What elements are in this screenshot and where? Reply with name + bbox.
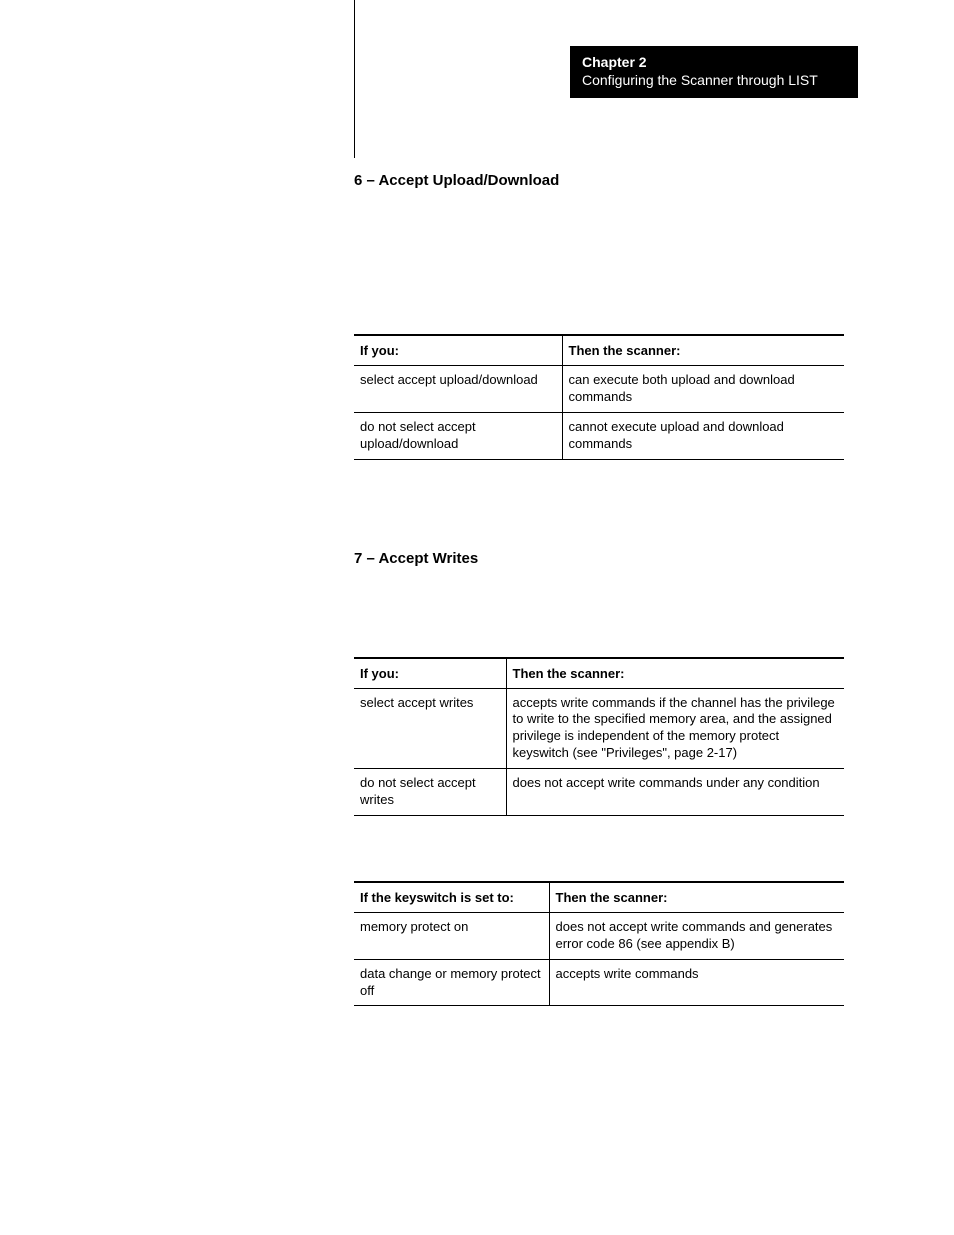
table-accept-writes: If you: Then the scanner: select accept … (354, 657, 844, 816)
table-cell: cannot execute upload and download comma… (562, 412, 844, 459)
table-header: If you: (354, 658, 506, 689)
table-header: If the keyswitch is set to: (354, 882, 549, 913)
table-cell: accepts write commands if the channel ha… (506, 688, 844, 769)
table-cell: select accept upload/download (354, 366, 562, 413)
table-header: Then the scanner: (562, 335, 844, 366)
table-row: do not select accept upload/download can… (354, 412, 844, 459)
chapter-header: Chapter 2 Configuring the Scanner throug… (570, 46, 858, 98)
table-cell: does not accept write commands under any… (506, 769, 844, 816)
table-row: data change or memory protect off accept… (354, 959, 844, 1006)
table-header: Then the scanner: (506, 658, 844, 689)
table-row: select accept upload/download can execut… (354, 366, 844, 413)
table-keyswitch: If the keyswitch is set to: Then the sca… (354, 881, 844, 1007)
table-header: If you: (354, 335, 562, 366)
table-header: Then the scanner: (549, 882, 844, 913)
chapter-title: Configuring the Scanner through LIST (582, 72, 846, 88)
table-cell: can execute both upload and download com… (562, 366, 844, 413)
section-heading-accept-writes: 7 – Accept Writes (354, 550, 844, 567)
table-row: select accept writes accepts write comma… (354, 688, 844, 769)
table-cell: select accept writes (354, 688, 506, 769)
table-cell: accepts write commands (549, 959, 844, 1006)
table-row: memory protect on does not accept write … (354, 912, 844, 959)
table-upload-download: If you: Then the scanner: select accept … (354, 334, 844, 460)
table-gap (354, 816, 844, 881)
table-cell: does not accept write commands and gener… (549, 912, 844, 959)
chapter-label: Chapter 2 (582, 54, 846, 70)
section-heading-upload-download: 6 – Accept Upload/Download (354, 172, 844, 189)
table-row: do not select accept writes does not acc… (354, 769, 844, 816)
vertical-divider (354, 0, 355, 158)
page-content: 6 – Accept Upload/Download If you: Then … (354, 172, 844, 1006)
table-cell: do not select accept writes (354, 769, 506, 816)
table-cell: do not select accept upload/download (354, 412, 562, 459)
table-cell: memory protect on (354, 912, 549, 959)
table-cell: data change or memory protect off (354, 959, 549, 1006)
